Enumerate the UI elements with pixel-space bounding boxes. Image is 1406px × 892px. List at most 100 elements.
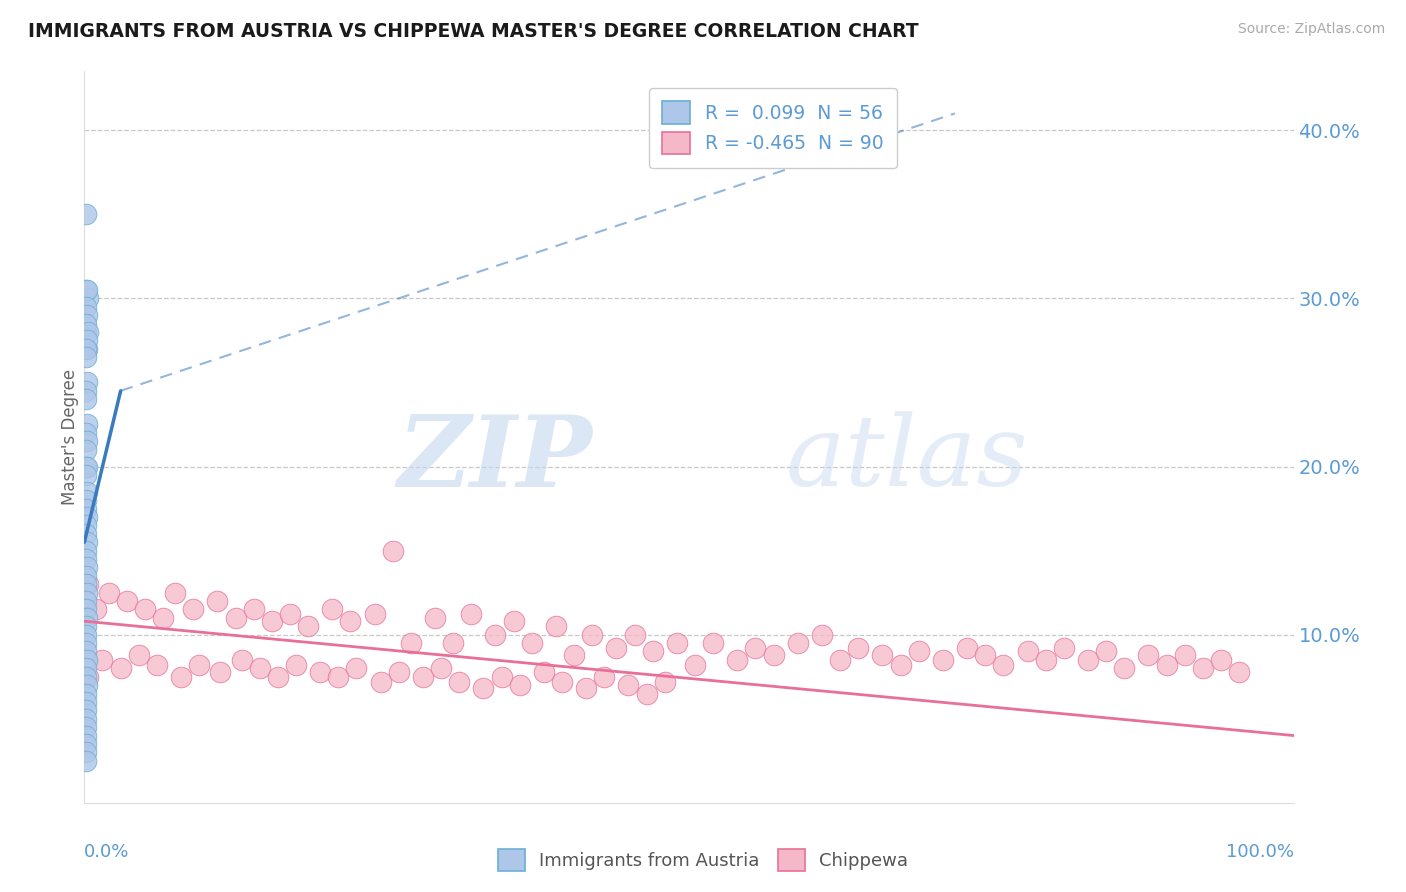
Point	[76, 484, 98, 499]
Point	[75, 577, 97, 591]
Point	[533, 665, 555, 679]
Point	[75, 392, 97, 407]
Point	[702, 636, 724, 650]
Point	[575, 681, 598, 696]
Point	[472, 681, 495, 696]
Text: IMMIGRANTS FROM AUSTRIA VS CHIPPEWA MASTER'S DEGREE CORRELATION CHART: IMMIGRANTS FROM AUSTRIA VS CHIPPEWA MAST…	[28, 22, 918, 41]
Point	[152, 611, 174, 625]
Point	[381, 543, 404, 558]
Point	[75, 543, 97, 558]
Point	[654, 674, 676, 689]
Point	[76, 283, 98, 297]
Point	[520, 636, 543, 650]
Point	[399, 636, 422, 650]
Point	[231, 653, 253, 667]
Point	[683, 657, 706, 672]
Point	[75, 493, 97, 508]
Point	[75, 467, 97, 482]
Point	[75, 569, 97, 583]
Point	[76, 376, 98, 390]
Point	[339, 614, 361, 628]
Point	[242, 602, 264, 616]
Point	[1209, 653, 1232, 667]
Y-axis label: Master's Degree: Master's Degree	[60, 369, 79, 505]
Point	[484, 627, 506, 641]
Point	[76, 611, 98, 625]
Point	[91, 653, 114, 667]
Point	[636, 686, 658, 700]
Point	[309, 665, 332, 679]
Point	[1053, 641, 1076, 656]
Point	[77, 577, 100, 591]
Point	[581, 627, 603, 641]
Point	[75, 619, 97, 633]
Point	[75, 342, 97, 356]
Point	[328, 670, 350, 684]
Point	[744, 641, 766, 656]
Point	[665, 636, 688, 650]
Point	[907, 644, 929, 658]
Point	[128, 648, 150, 662]
Point	[75, 207, 97, 221]
Point	[75, 384, 97, 398]
Point	[786, 636, 808, 650]
Point	[502, 614, 524, 628]
Point	[509, 678, 531, 692]
Point	[75, 745, 97, 759]
Text: Source: ZipAtlas.com: Source: ZipAtlas.com	[1237, 22, 1385, 37]
Point	[146, 657, 169, 672]
Point	[75, 729, 97, 743]
Point	[208, 665, 231, 679]
Point	[449, 674, 471, 689]
Point	[605, 641, 627, 656]
Point	[75, 518, 97, 533]
Point	[846, 641, 869, 656]
Point	[1137, 648, 1160, 662]
Point	[1156, 657, 1178, 672]
Point	[75, 283, 97, 297]
Point	[76, 308, 98, 322]
Point	[872, 648, 894, 662]
Point	[76, 434, 98, 449]
Point	[75, 661, 97, 675]
Point	[86, 602, 108, 616]
Point	[76, 342, 98, 356]
Point	[1227, 665, 1250, 679]
Point	[75, 459, 97, 474]
Point	[75, 350, 97, 364]
Point	[491, 670, 513, 684]
Point	[75, 552, 97, 566]
Point	[170, 670, 193, 684]
Point	[75, 317, 97, 331]
Point	[75, 686, 97, 700]
Point	[181, 602, 204, 616]
Point	[278, 607, 301, 622]
Point	[75, 712, 97, 726]
Point	[75, 695, 97, 709]
Point	[1192, 661, 1215, 675]
Point	[956, 641, 979, 656]
Point	[76, 459, 98, 474]
Point	[890, 657, 912, 672]
Point	[974, 648, 997, 662]
Point	[249, 661, 271, 675]
Point	[75, 425, 97, 440]
Point	[641, 644, 664, 658]
Point	[75, 526, 97, 541]
Point	[77, 670, 100, 684]
Point	[75, 636, 97, 650]
Point	[284, 657, 308, 672]
Point	[593, 670, 616, 684]
Text: 100.0%: 100.0%	[1226, 843, 1294, 861]
Legend: R =  0.099  N = 56, R = -0.465  N = 90: R = 0.099 N = 56, R = -0.465 N = 90	[650, 88, 897, 168]
Point	[562, 648, 585, 662]
Point	[762, 648, 785, 662]
Point	[75, 644, 97, 658]
Point	[725, 653, 748, 667]
Point	[441, 636, 464, 650]
Point	[1077, 653, 1099, 667]
Point	[110, 661, 132, 675]
Point	[75, 754, 97, 768]
Text: 0.0%: 0.0%	[84, 843, 129, 861]
Point	[388, 665, 411, 679]
